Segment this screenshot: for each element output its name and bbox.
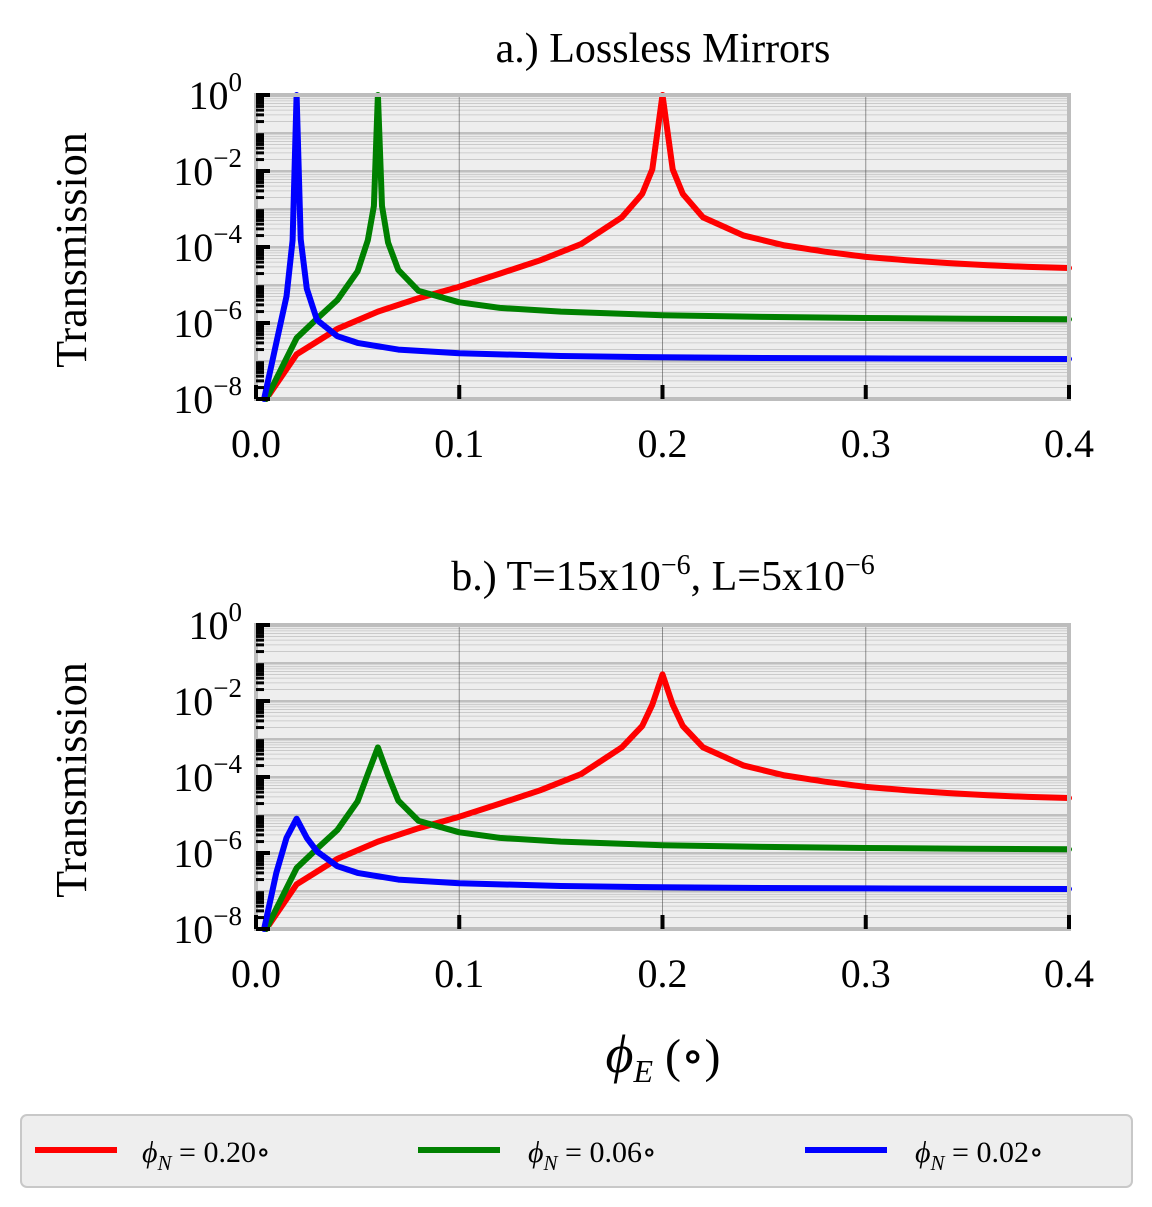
- y-tick-label: 10−4: [173, 749, 242, 800]
- x-tick-label: 0.0: [231, 421, 281, 466]
- x-axis-label-symbol: ϕ: [606, 1024, 634, 1084]
- series-line-n-0-20: [263, 671, 1072, 932]
- x-tick-label: 0.2: [638, 421, 688, 466]
- panel-a-y-label: Transmission: [47, 132, 96, 368]
- panel-b-title: b.) T=15x10−6, L=5x10−6: [451, 550, 875, 600]
- x-tick-label: 0.1: [434, 951, 484, 996]
- legend-item: ϕN = 0.06∘: [418, 1136, 657, 1175]
- panel-a: a.) Lossless Mirrors 100 10−2 10−4 10−6 10−8…: [47, 26, 1094, 466]
- x-tick-label: 0.3: [841, 951, 891, 996]
- panel-a-title: a.) Lossless Mirrors: [496, 26, 831, 72]
- panel-b-title-part-2: −6: [661, 550, 691, 581]
- y-tick-label: 100: [189, 597, 243, 648]
- panel-a-x-ticks: 0.0 0.1 0.2 0.3 0.4: [231, 385, 1094, 466]
- y-tick-label: 10−2: [173, 673, 242, 724]
- y-tick-label: 10−6: [173, 825, 242, 876]
- y-tick-label: 10−4: [173, 219, 242, 270]
- panel-b-x-ticks: 0.0 0.1 0.2 0.3 0.4: [231, 915, 1094, 996]
- x-axis-label-unit: (∘): [653, 1030, 721, 1083]
- panel-b: b.) T=15x10−6, L=5x10−6 10010−210−410−61…: [47, 550, 1094, 996]
- x-tick-label: 0.4: [1044, 951, 1094, 996]
- y-tick-label: 100: [189, 67, 243, 118]
- legend-label: ϕN = 0.06∘: [528, 1136, 657, 1175]
- series-line-n-0-06: [263, 92, 1072, 402]
- series-line-n-0-02: [261, 92, 1072, 402]
- y-tick-label: 10−8: [173, 371, 242, 422]
- series-line-n-0-06: [263, 744, 1072, 932]
- y-tick-label: 10−8: [173, 901, 242, 952]
- legend: ϕN = 0.20∘ ϕN = 0.06∘ ϕN = 0.02∘: [20, 1114, 1133, 1188]
- series-line-n-0-02: [261, 815, 1072, 932]
- legend-box: [20, 1114, 1133, 1188]
- x-tick-label: 0.3: [841, 421, 891, 466]
- legend-label: ϕN = 0.02∘: [915, 1136, 1044, 1175]
- x-tick-label: 0.4: [1044, 421, 1094, 466]
- legend-item: ϕN = 0.20∘: [35, 1136, 271, 1175]
- x-tick-label: 0.0: [231, 951, 281, 996]
- panel-b-title-part-3: , L=5x10: [691, 554, 845, 600]
- legend-item: ϕN = 0.02∘: [805, 1136, 1044, 1175]
- panel-b-y-ticks: 100 10−2 10−4 10−6 10−8: [173, 597, 270, 952]
- legend-label: ϕN = 0.20∘: [142, 1136, 271, 1175]
- x-tick-label: 0.1: [434, 421, 484, 466]
- panel-b-title-part-4: −6: [845, 550, 875, 581]
- y-tick-label: 10−2: [173, 143, 242, 194]
- panel-b-series: [261, 671, 1072, 932]
- panel-b-y-label: Transmission: [47, 662, 96, 898]
- x-tick-label: 0.2: [638, 951, 688, 996]
- panel-b-title-part-1: b.) T=15x10: [451, 554, 661, 600]
- y-tick-label: 10−6: [173, 295, 242, 346]
- x-axis-label-subscript: E: [632, 1053, 653, 1089]
- x-axis-label: ϕE (∘): [606, 1024, 721, 1089]
